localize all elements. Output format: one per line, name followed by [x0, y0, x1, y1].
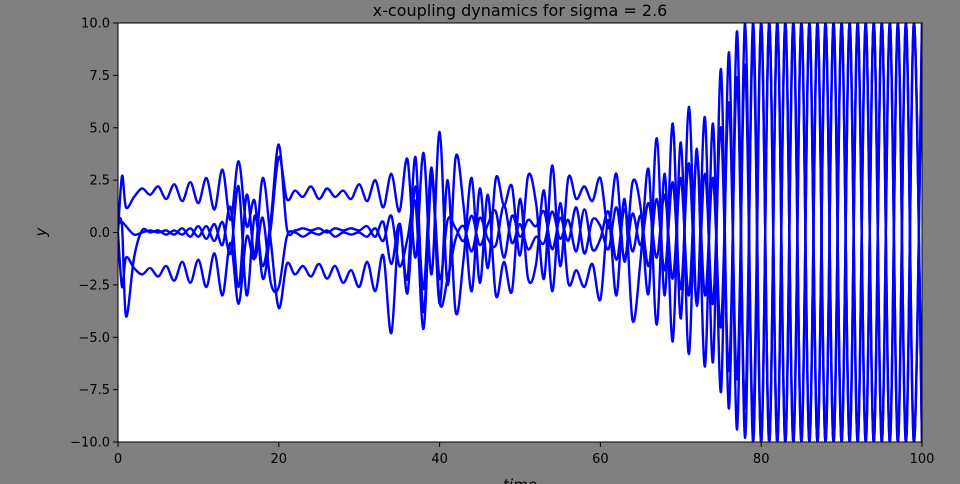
y-tick-label: 2.5	[89, 174, 110, 189]
y-tick-label: −5.0	[78, 331, 110, 346]
x-tick-label: 100	[910, 452, 935, 467]
y-tick-label: −7.5	[78, 383, 110, 398]
y-tick-label: 7.5	[89, 69, 110, 84]
x-tick-label: 40	[431, 452, 448, 467]
y-axis: −10.0 −7.5 −5.0 −2.5 0.0 2.5 5.0 7.5 10.0	[70, 17, 118, 451]
x-tick-label: 60	[592, 452, 609, 467]
plot-area	[118, 23, 922, 442]
chart-title: x-coupling dynamics for sigma = 2.6	[373, 1, 668, 20]
y-tick-label: 10.0	[81, 17, 110, 32]
x-tick-label: 20	[271, 452, 288, 467]
y-axis-label: y	[32, 226, 50, 237]
y-tick-label: −2.5	[78, 278, 110, 293]
x-axis: 0 20 40 60 80 100	[114, 442, 935, 467]
x-axis-label: time	[503, 476, 537, 484]
y-tick-label: −10.0	[70, 436, 110, 451]
y-tick-label: 0.0	[89, 226, 110, 241]
y-tick-label: 5.0	[89, 121, 110, 136]
x-tick-label: 0	[114, 452, 122, 467]
x-tick-label: 80	[753, 452, 770, 467]
